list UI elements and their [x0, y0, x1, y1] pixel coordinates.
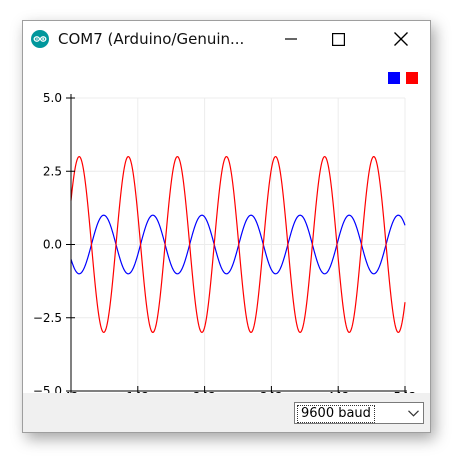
close-button[interactable] — [378, 21, 424, 57]
serial-plot-chart: 5.0 2.5 0.0 −2.5 −5.042 142 242 342 442 542 — [33, 72, 418, 393]
series-line-0 — [70, 214, 406, 275]
y-tick-label-3: −2.5 — [33, 311, 62, 325]
y-tick-label-2: 0.0 — [43, 238, 62, 252]
window-title: COM7 (Arduino/Genuin... — [58, 30, 245, 48]
y-tick-label-4: −5.0 — [33, 384, 62, 393]
x-tick-label-5: 542 — [394, 390, 417, 393]
baud-rate-select[interactable]: 9600 baud — [294, 402, 424, 424]
legend-swatch-0 — [388, 72, 400, 84]
maximize-icon — [331, 32, 345, 46]
chevron-down-icon — [407, 409, 419, 417]
plot-area: 5.0 2.5 0.0 −2.5 −5.042 142 242 342 442 542 — [23, 57, 430, 393]
legend-swatch-1 — [406, 72, 418, 84]
x-tick-label-2: 242 — [193, 390, 216, 393]
title-bar[interactable]: COM7 (Arduino/Genuin... — [23, 21, 430, 57]
arduino-icon — [31, 30, 49, 48]
bottom-toolbar: 9600 baud — [23, 393, 430, 432]
x-tick-label-3: 342 — [260, 390, 283, 393]
series-line-1 — [70, 155, 406, 334]
x-tick-label-0: 42 — [63, 390, 78, 393]
baud-rate-value: 9600 baud — [297, 405, 375, 423]
y-tick-label-1: 2.5 — [43, 164, 62, 178]
y-tick-label-0: 5.0 — [43, 91, 62, 105]
close-icon — [394, 32, 408, 46]
minimize-icon — [285, 38, 297, 40]
x-tick-label-4: 442 — [327, 390, 350, 393]
baud-dropdown-button[interactable] — [403, 403, 423, 423]
x-tick-label-1: 142 — [126, 390, 149, 393]
maximize-button[interactable] — [315, 21, 361, 57]
serial-plotter-window: COM7 (Arduino/Genuin... 5.0 2.5 0.0 −2.5 −5.… — [22, 20, 431, 433]
minimize-button[interactable] — [268, 21, 314, 57]
